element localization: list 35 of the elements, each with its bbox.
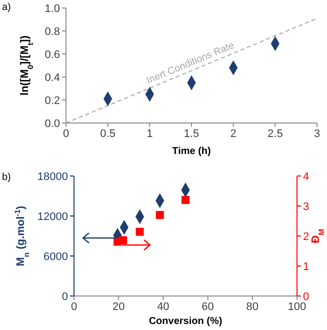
y2-tick-label: 3: [303, 200, 310, 213]
x-tick-label: 0: [70, 300, 78, 313]
x-tick-label: 0.5: [100, 128, 116, 140]
x-tick-label: 20: [112, 300, 125, 313]
x-axis-title: Time (h): [172, 146, 211, 157]
x-tick-label: 2: [230, 128, 236, 140]
y-tick-label: 12000: [37, 210, 68, 223]
y-tick-label: 0.0: [44, 118, 60, 130]
x-tick-label: 2.5: [268, 128, 283, 140]
y-tick-label: 6000: [44, 250, 68, 263]
x-tick-label: 3: [314, 128, 320, 140]
point: [182, 196, 190, 204]
y-tick-label: 0.8: [44, 26, 60, 38]
x-tick-label: 80: [246, 300, 259, 313]
x-tick-label: 1: [146, 128, 153, 140]
y2-tick-label: 1: [303, 260, 310, 273]
y-tick-label: 0.6: [44, 48, 60, 61]
y-tick-label: 0.4: [44, 72, 60, 84]
x-tick-label: 60: [202, 300, 214, 313]
y-tick-label: 18000: [37, 170, 68, 183]
y-tick-label: 1.0: [44, 2, 60, 15]
text: a): [2, 2, 11, 13]
x-tick-label: 1.5: [184, 128, 200, 140]
x-tick-label: 40: [157, 300, 170, 313]
x-axis-title: Conversion (%): [148, 316, 222, 327]
y2-tick-label: 0: [303, 290, 310, 303]
x-tick-label: 100: [288, 300, 306, 313]
y-tick-label: 0: [62, 290, 68, 303]
y-tick-label: 0.2: [44, 94, 60, 107]
point: [156, 211, 164, 219]
y2-tick-label: 4: [303, 170, 310, 183]
point: [136, 228, 144, 236]
text: b): [2, 172, 11, 183]
point: [119, 236, 128, 244]
y2-tick-label: 2: [303, 230, 310, 243]
